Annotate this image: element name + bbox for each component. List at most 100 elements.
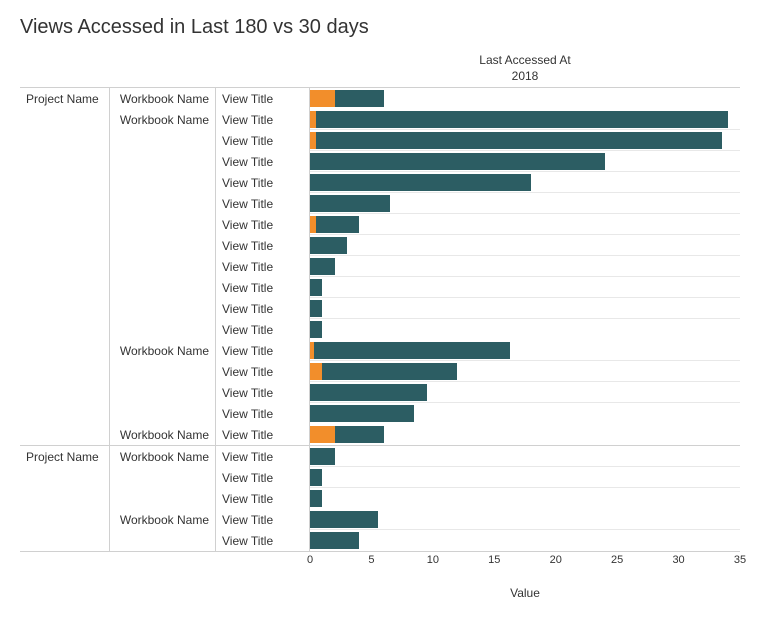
bar-segment-teal[interactable] <box>316 132 721 149</box>
bar-stack[interactable] <box>310 300 740 317</box>
view-row: View Title <box>216 277 740 298</box>
views-column: View Title <box>216 88 740 109</box>
workbook-group: Workbook NameView TitleView Title <box>110 509 740 551</box>
bar-stack[interactable] <box>310 237 740 254</box>
view-row: View Title <box>216 382 740 403</box>
views-column: View TitleView TitleView TitleView Title <box>216 340 740 424</box>
chart-rows-column: Workbook NameView TitleWorkbook NameView… <box>110 88 740 551</box>
views-column: View TitleView Title <box>216 509 740 551</box>
bar-segment-teal[interactable] <box>310 195 390 212</box>
view-title-label: View Title <box>216 298 310 319</box>
bar-segment-teal[interactable] <box>310 490 322 507</box>
bar-stack[interactable] <box>310 448 740 465</box>
view-row: View Title <box>216 509 740 530</box>
bar-stack[interactable] <box>310 111 740 128</box>
bar-stack[interactable] <box>310 342 740 359</box>
bar-cell <box>310 88 740 109</box>
view-row: View Title <box>216 403 740 424</box>
bar-segment-teal[interactable] <box>316 216 359 233</box>
bar-cell <box>310 109 740 130</box>
view-row: View Title <box>216 172 740 193</box>
bar-segment-teal[interactable] <box>310 174 531 191</box>
bar-segment-teal[interactable] <box>310 300 322 317</box>
view-title-label: View Title <box>216 151 310 172</box>
bar-cell <box>310 446 740 467</box>
bar-cell <box>310 172 740 193</box>
x-tick: 5 <box>368 554 374 566</box>
workbook-group: Workbook NameView Title <box>110 424 740 445</box>
view-row: View Title <box>216 193 740 214</box>
bar-segment-teal[interactable] <box>310 321 322 338</box>
bar-segment-teal[interactable] <box>335 426 384 443</box>
bar-stack[interactable] <box>310 174 740 191</box>
workbook-group: Workbook NameView TitleView TitleView Ti… <box>110 109 740 340</box>
bar-cell <box>310 130 740 151</box>
bar-segment-teal[interactable] <box>310 448 335 465</box>
bar-segment-teal[interactable] <box>310 511 378 528</box>
view-title-label: View Title <box>216 509 310 530</box>
views-column: View TitleView TitleView TitleView Title… <box>216 109 740 340</box>
chart-body: Project NameProject Name Workbook NameVi… <box>20 87 740 552</box>
bar-stack[interactable] <box>310 426 740 443</box>
x-tick: 20 <box>550 554 562 566</box>
bar-cell <box>310 530 740 551</box>
bar-cell <box>310 256 740 277</box>
x-tick: 15 <box>488 554 500 566</box>
bar-segment-teal[interactable] <box>314 342 511 359</box>
bar-stack[interactable] <box>310 216 740 233</box>
bar-stack[interactable] <box>310 469 740 486</box>
bar-segment-teal[interactable] <box>322 363 457 380</box>
bar-stack[interactable] <box>310 90 740 107</box>
bar-segment-teal[interactable] <box>316 111 728 128</box>
project-column: Project NameProject Name <box>20 88 110 551</box>
view-row: View Title <box>216 130 740 151</box>
bar-segment-teal[interactable] <box>310 469 322 486</box>
project-label: Project Name <box>20 88 109 445</box>
bar-stack[interactable] <box>310 279 740 296</box>
bar-stack[interactable] <box>310 195 740 212</box>
bar-stack[interactable] <box>310 511 740 528</box>
views-column: View TitleView TitleView Title <box>216 446 740 509</box>
bar-segment-teal[interactable] <box>310 532 359 549</box>
bar-segment-orange[interactable] <box>310 363 322 380</box>
bar-segment-teal[interactable] <box>310 384 427 401</box>
view-row: View Title <box>216 319 740 340</box>
view-title-label: View Title <box>216 88 310 109</box>
bar-cell <box>310 403 740 424</box>
bar-segment-teal[interactable] <box>310 405 414 422</box>
view-title-label: View Title <box>216 467 310 488</box>
bar-segment-orange[interactable] <box>310 90 335 107</box>
bar-stack[interactable] <box>310 405 740 422</box>
bar-stack[interactable] <box>310 153 740 170</box>
view-row: View Title <box>216 109 740 130</box>
bar-stack[interactable] <box>310 490 740 507</box>
workbook-group: Workbook NameView Title <box>110 88 740 109</box>
bar-cell <box>310 298 740 319</box>
project-label: Project Name <box>20 445 109 550</box>
bar-stack[interactable] <box>310 532 740 549</box>
bar-segment-teal[interactable] <box>310 279 322 296</box>
view-row: View Title <box>216 235 740 256</box>
bar-stack[interactable] <box>310 321 740 338</box>
bar-segment-teal[interactable] <box>310 153 605 170</box>
view-title-label: View Title <box>216 361 310 382</box>
column-header-year: 2018 <box>310 69 740 83</box>
view-row: View Title <box>216 530 740 551</box>
view-row: View Title <box>216 151 740 172</box>
bar-segment-teal[interactable] <box>310 258 335 275</box>
bar-segment-orange[interactable] <box>310 426 335 443</box>
bar-stack[interactable] <box>310 132 740 149</box>
bar-stack[interactable] <box>310 363 740 380</box>
workbook-label: Workbook Name <box>110 509 216 551</box>
bar-cell <box>310 361 740 382</box>
view-title-label: View Title <box>216 340 310 361</box>
workbook-group: Workbook NameView TitleView TitleView Ti… <box>110 446 740 509</box>
bar-stack[interactable] <box>310 258 740 275</box>
view-row: View Title <box>216 298 740 319</box>
bar-segment-teal[interactable] <box>335 90 384 107</box>
view-row: View Title <box>216 214 740 235</box>
bar-segment-teal[interactable] <box>310 237 347 254</box>
workbook-label: Workbook Name <box>110 340 216 424</box>
bar-stack[interactable] <box>310 384 740 401</box>
views-column: View Title <box>216 424 740 445</box>
